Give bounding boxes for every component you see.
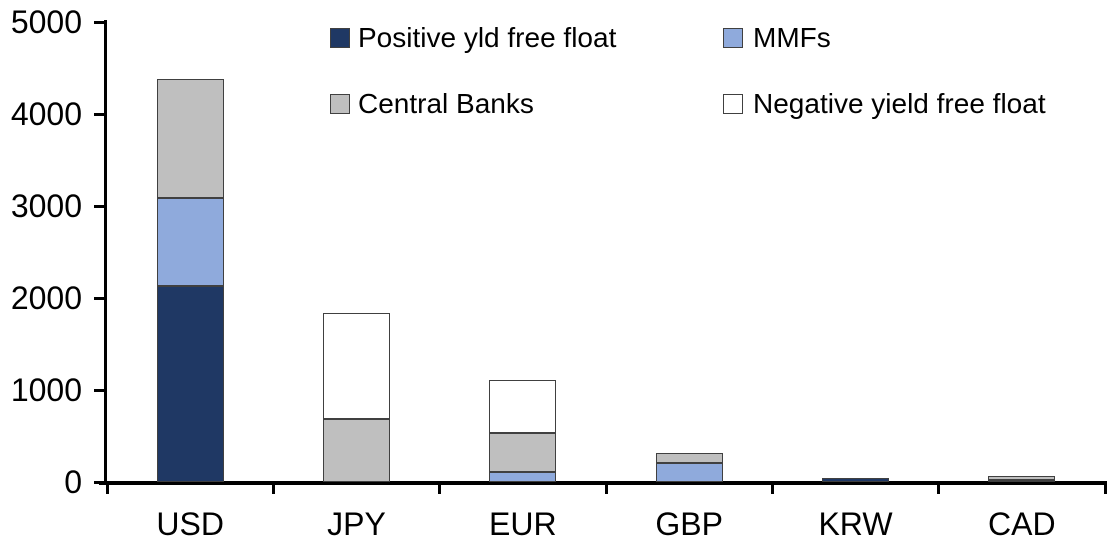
y-axis-tick xyxy=(94,480,107,484)
bar-segment-cad-central-banks xyxy=(988,476,1056,481)
bar-segment-eur-negative-yield-free-float xyxy=(489,379,557,433)
bar-segment-usd-mmfs xyxy=(156,197,224,287)
y-axis-tick xyxy=(94,296,107,300)
bar-segment-eur-central-banks xyxy=(489,432,557,472)
x-axis-tick xyxy=(937,482,941,494)
bar-segment-jpy-central-banks xyxy=(323,418,390,482)
y-tick-label: 1000 xyxy=(10,372,82,408)
bar-segment-usd-central-banks xyxy=(156,79,224,198)
bar-segment-eur-mmfs xyxy=(489,471,557,482)
bar-segment-krw-positive-yld-free-float xyxy=(822,478,889,482)
legend-label-mmfs: MMFs xyxy=(753,22,831,53)
x-category-label-gbp: GBP xyxy=(655,506,723,542)
legend-swatch-positive-yld-free-float xyxy=(330,28,350,48)
bar-segment-jpy-negative-yield-free-float xyxy=(323,312,390,419)
x-category-label-usd: USD xyxy=(156,506,224,542)
y-axis-tick xyxy=(94,204,107,208)
x-axis-line xyxy=(99,481,1107,485)
y-tick-label: 3000 xyxy=(10,188,82,224)
x-axis-tick xyxy=(604,482,608,494)
legend-label-positive-yld-free-float: Positive yld free float xyxy=(358,22,617,53)
y-tick-label: 5000 xyxy=(10,4,82,40)
y-tick-label: 2000 xyxy=(10,280,82,316)
legend-swatch-mmfs xyxy=(723,28,743,48)
x-category-label-eur: EUR xyxy=(489,506,557,542)
y-axis-tick xyxy=(94,20,107,24)
legend-label-negative-yield-free-float: Negative yield free float xyxy=(753,88,1046,119)
x-axis-tick xyxy=(1103,482,1107,494)
x-axis-tick xyxy=(438,482,442,494)
legend-swatch-central-banks xyxy=(330,94,350,114)
y-axis-tick xyxy=(94,388,107,392)
y-tick-label: 0 xyxy=(64,464,82,500)
x-category-label-jpy: JPY xyxy=(327,506,386,542)
x-category-label-krw: KRW xyxy=(818,506,893,542)
y-axis-line xyxy=(104,20,107,482)
y-axis-tick xyxy=(94,112,107,116)
y-tick-label: 4000 xyxy=(10,96,82,132)
bar-segment-gbp-mmfs xyxy=(655,463,723,482)
bar-segment-gbp-central-banks xyxy=(655,453,723,464)
x-axis-tick xyxy=(105,482,109,494)
legend-label-central-banks: Central Banks xyxy=(358,88,534,119)
bar-segment-cad-positive-yld-free-float xyxy=(988,480,1056,483)
x-axis-tick xyxy=(770,482,774,494)
x-category-label-cad: CAD xyxy=(988,506,1056,542)
x-axis-tick xyxy=(271,482,275,494)
legend-swatch-negative-yield-free-float xyxy=(723,94,743,114)
bar-segment-usd-positive-yld-free-float xyxy=(156,286,224,482)
